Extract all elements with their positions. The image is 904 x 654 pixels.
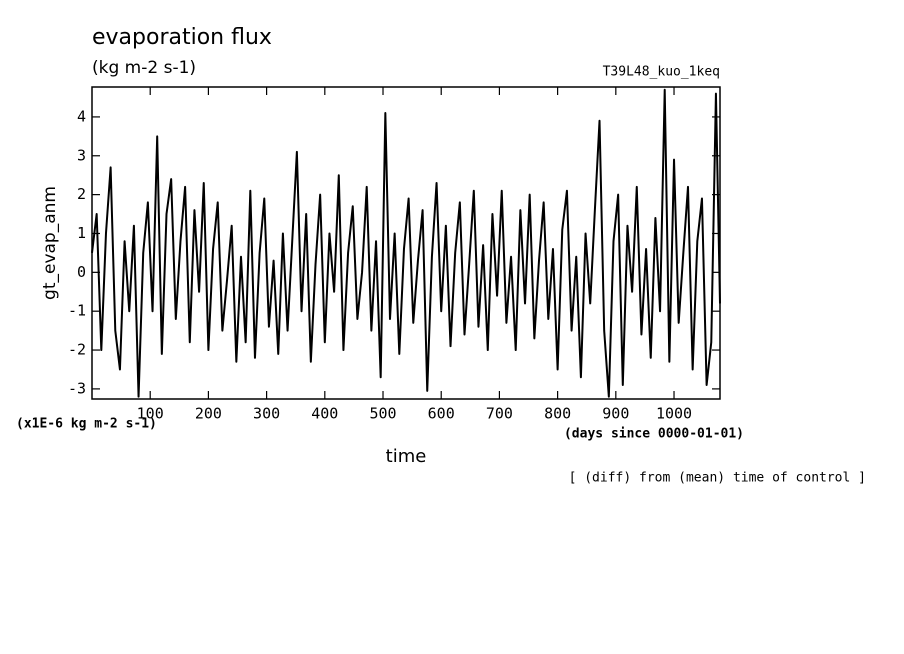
y-axis-label: gt_evap_anm: [40, 186, 60, 300]
plot-frame: [91, 86, 721, 400]
note: [ (diff) from (mean) time of control ]: [569, 471, 866, 486]
y-tick-label: 0: [77, 263, 86, 281]
x-axis-label: time: [386, 446, 427, 467]
y-unit: (x1E-6 kg m-2 s-1): [16, 417, 157, 432]
x-tick-label: 1000: [656, 405, 692, 423]
y-tick-label: -1: [68, 302, 86, 320]
x-tick-label: 500: [369, 405, 396, 423]
x-tick-label: 800: [544, 405, 571, 423]
y-tick-label: 3: [77, 146, 86, 164]
chart-title: evaporation flux: [92, 25, 272, 50]
x-tick-label: 700: [486, 405, 513, 423]
y-tick-label: 2: [77, 185, 86, 203]
data-line: [91, 88, 721, 398]
x-tick-label: 100: [137, 405, 164, 423]
y-tick-label: -2: [68, 341, 86, 359]
x-tick-label: 300: [253, 405, 280, 423]
x-tick-label: 400: [311, 405, 338, 423]
y-tick-label: 4: [77, 107, 86, 125]
x-tick-label: 900: [602, 405, 629, 423]
x-tick-label: 200: [195, 405, 222, 423]
y-tick-label: 1: [77, 224, 86, 242]
run-label: T39L48_kuo_1keq: [603, 65, 720, 80]
x-tick-label: 600: [428, 405, 455, 423]
subtitle: (kg m-2 s-1): [92, 58, 196, 78]
y-tick-label: -3: [68, 379, 86, 397]
x-unit: (days since 0000-01-01): [564, 427, 744, 442]
